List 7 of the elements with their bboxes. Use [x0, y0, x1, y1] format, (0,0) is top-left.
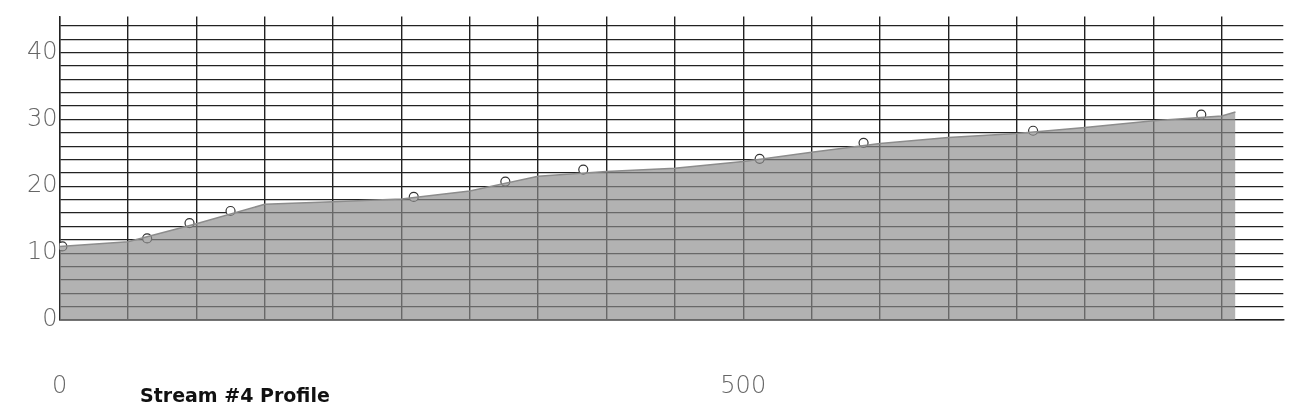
y-tick-label: 40 — [27, 36, 58, 65]
y-tick-label: 0 — [42, 304, 58, 333]
text: Stream #4 Profile — [140, 384, 330, 406]
x-tick-label: 500 — [720, 370, 767, 399]
y-tick-label: 30 — [27, 103, 58, 132]
y-tick-label: 10 — [27, 237, 58, 266]
y-tick-label: 20 — [27, 170, 58, 199]
